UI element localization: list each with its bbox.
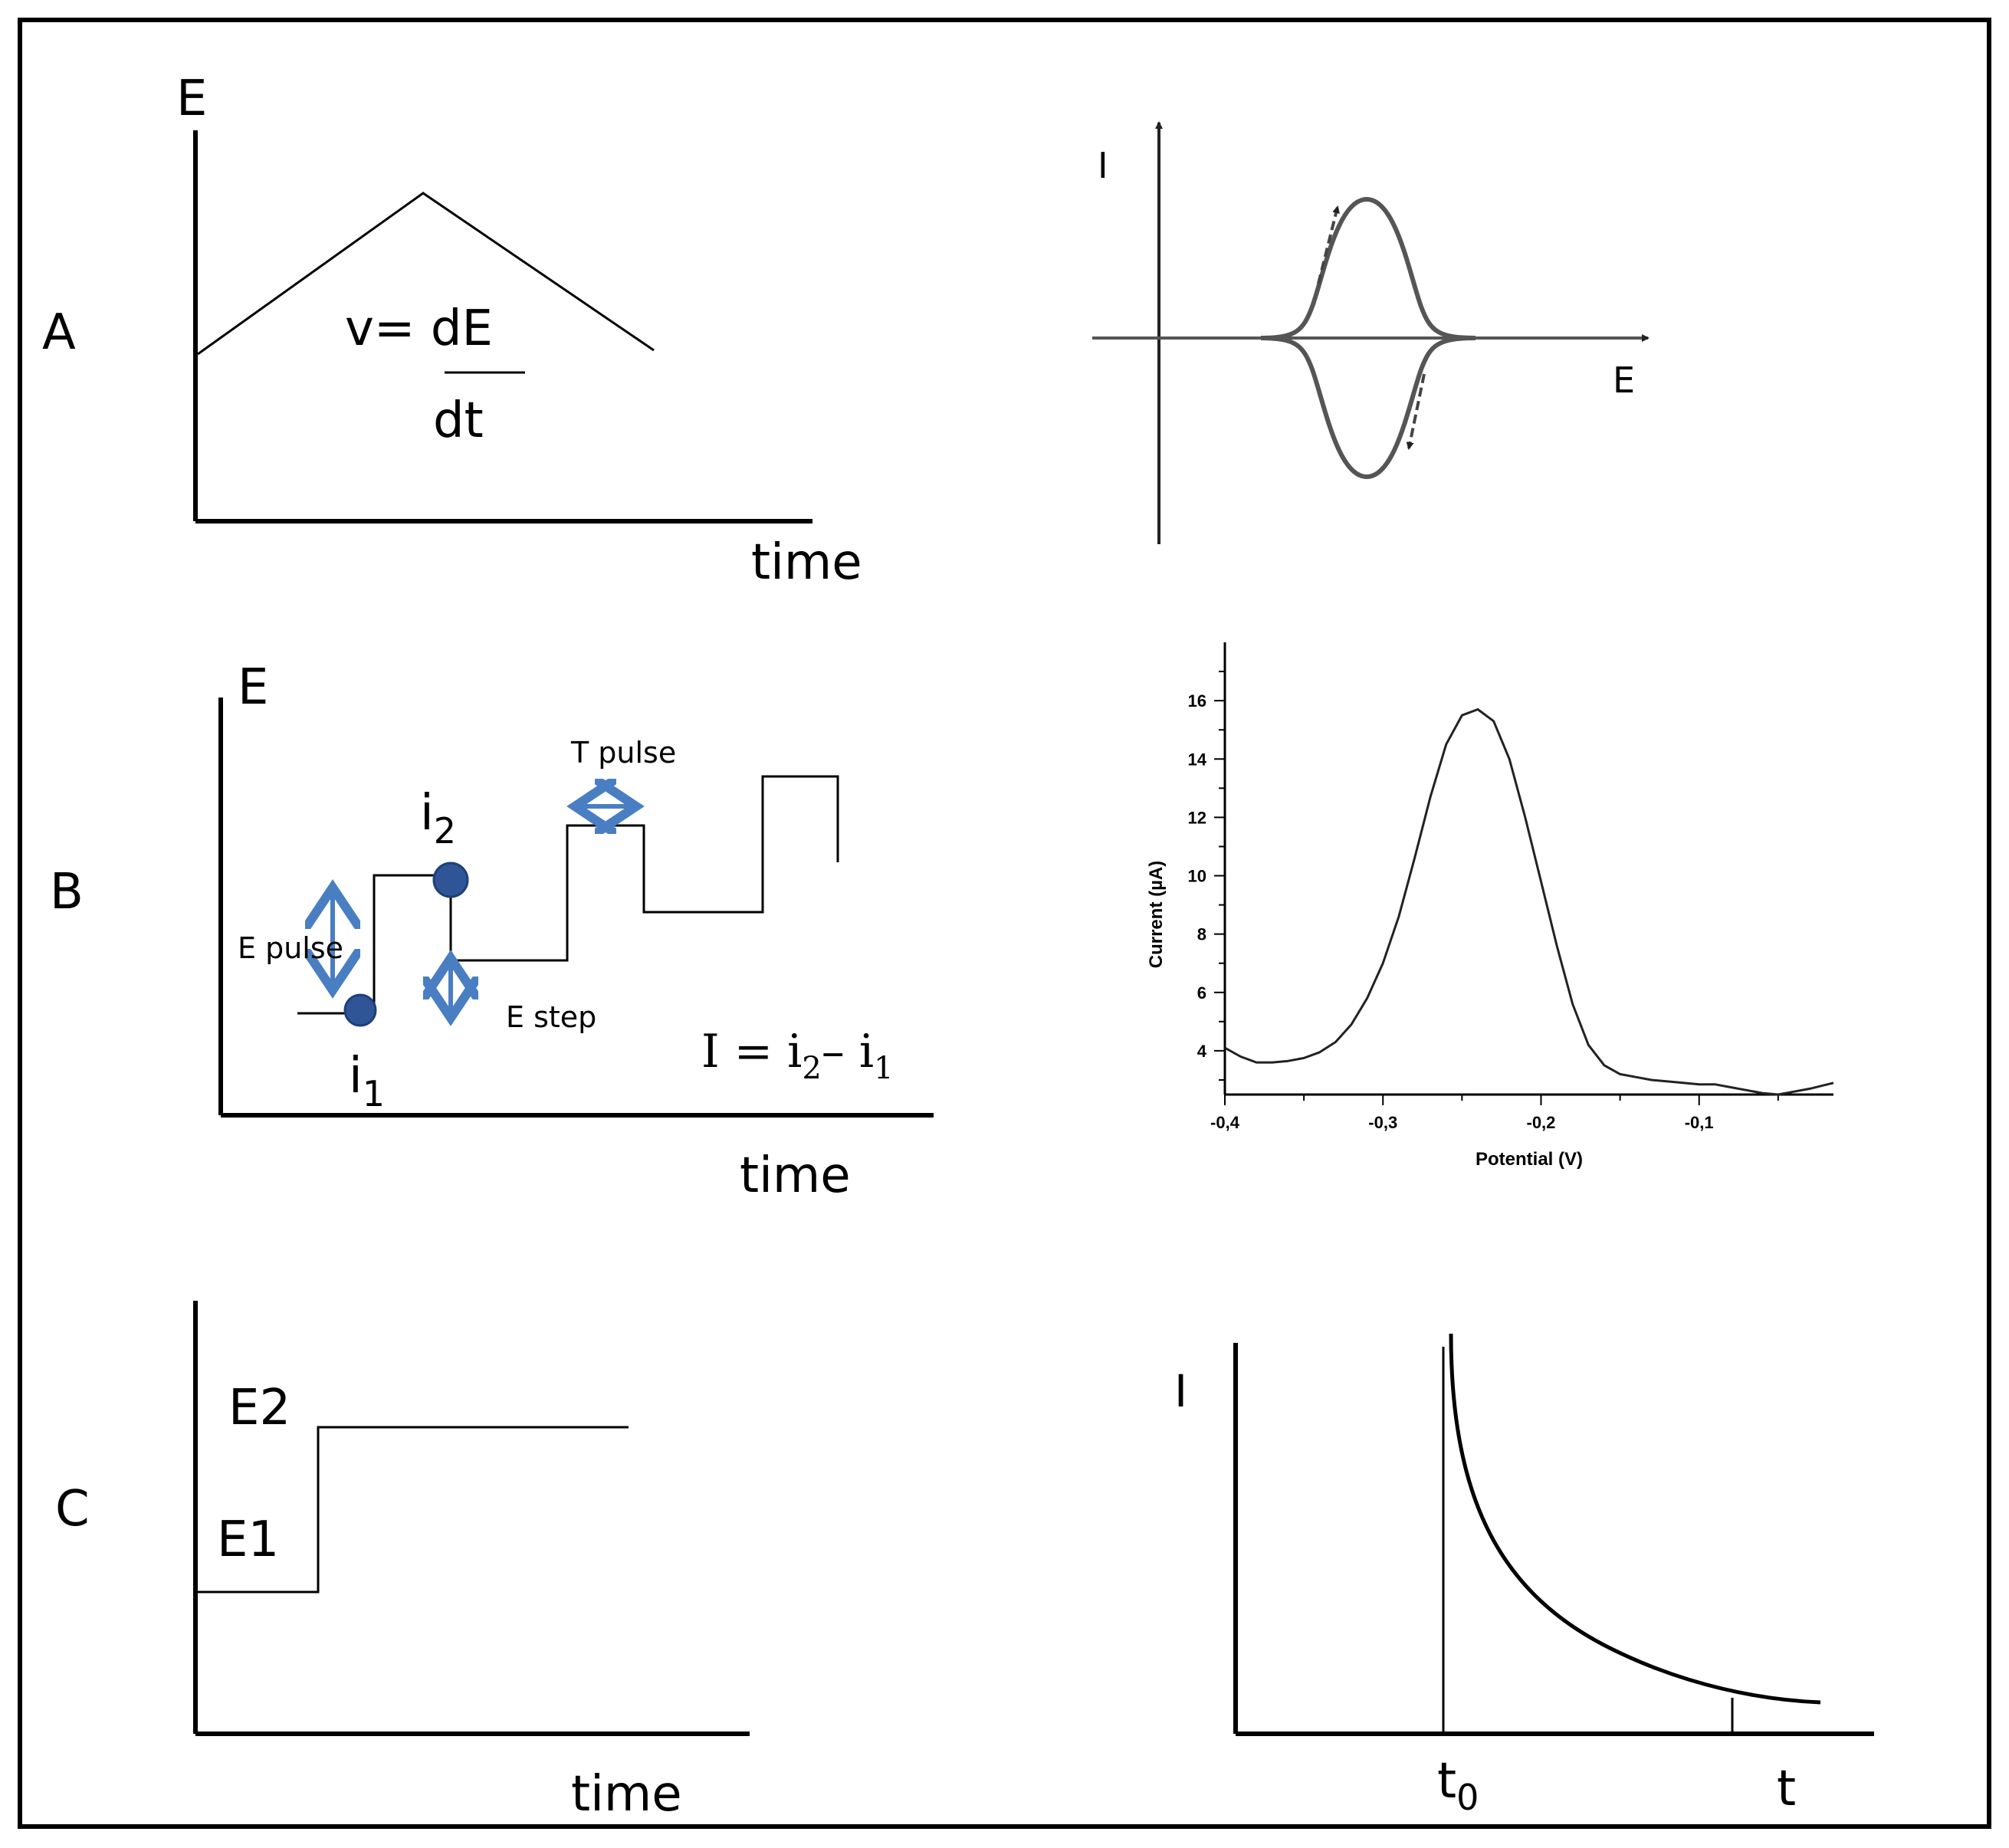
current-decay-curve: [1449, 1333, 1821, 1705]
e2-label: E2: [228, 1380, 291, 1436]
t-pulse-label: T pulse: [570, 736, 676, 770]
i1-label: i1: [349, 1048, 385, 1114]
dpv-y-tick-label: 10: [1188, 867, 1206, 886]
transient-y-label: I: [1174, 1365, 1187, 1417]
i1-sample-point: [343, 993, 377, 1027]
outer-frame: [18, 18, 1991, 1829]
panel-a-label: A: [42, 304, 76, 361]
dpv-x-tick-label: -0,4: [1210, 1113, 1240, 1132]
scan-rate-formula-numerator: v= dE: [345, 300, 493, 357]
dpv-x-tick-label: -0,3: [1368, 1113, 1397, 1132]
cv-oxidation-peak: [1260, 196, 1476, 340]
cv-y-label: I: [1098, 145, 1108, 186]
pulse-staircase-line: [297, 775, 839, 1015]
dpv-x-axis-label: Potential (V): [1476, 1149, 1583, 1170]
cv-x-label: E: [1613, 359, 1635, 401]
panel-c-potential-step: E2 E1 time: [193, 1301, 750, 1823]
t0-label: t0: [1437, 1753, 1479, 1818]
panel-c: C E2 E1 time I t0 t: [55, 1301, 1874, 1823]
panel-a: A E time v= dE dt I E: [42, 71, 1650, 591]
i2-sample-point: [432, 862, 469, 898]
panel-c-label: C: [55, 1481, 90, 1538]
potential-step-line: [198, 1426, 629, 1594]
t-label: t: [1777, 1761, 1796, 1817]
e-step-label: E step: [506, 1000, 596, 1034]
panel-b-pulse-waveform: E time E pulse E step T pulse i2 i1 I = …: [218, 659, 934, 1204]
panel-c-x-label: time: [571, 1766, 682, 1823]
dpv-y-tick-label: 6: [1197, 983, 1206, 1003]
panel-c-current-transient: I t0 t: [1174, 1333, 1874, 1818]
panel-b-label: B: [50, 864, 84, 921]
panel-b-x-label: time: [740, 1147, 851, 1204]
i2-label: i2: [420, 785, 456, 852]
panel-a-x-label: time: [751, 534, 862, 591]
panel-a-voltammogram: I E: [1092, 121, 1650, 544]
panel-a-y-label: E: [176, 71, 207, 127]
e1-label: E1: [217, 1512, 279, 1568]
dpv-y-tick-label: 12: [1188, 808, 1206, 827]
cv-reduction-peak: [1260, 336, 1476, 480]
dpv-chart: 4 6 8 10 12 14 16 -0,4 -0,3 -0,2 -0,1 Potential (V)…: [1146, 642, 1834, 1170]
dpv-y-tick-label: 16: [1188, 691, 1206, 711]
dpv-y-tick-label: 4: [1197, 1042, 1207, 1061]
dpv-x-tick-label: -0,2: [1527, 1113, 1556, 1132]
cv-reverse-arrow: [1406, 373, 1426, 450]
panel-b-y-label: E: [238, 659, 268, 716]
dpv-x-tick-label: -0,1: [1685, 1113, 1714, 1132]
triangular-sweep-line: [197, 192, 655, 356]
dpv-y-tick-label: 14: [1188, 750, 1207, 769]
dpv-y-axis-label: Current (µA): [1146, 861, 1167, 968]
panel-b: B E time E pulse E step T pulse i2 i1 I …: [50, 642, 1834, 1204]
dpv-y-tick-label: 8: [1197, 925, 1206, 944]
panel-a-potential-sweep: E time v= dE dt: [176, 71, 862, 591]
scan-rate-formula-denominator: dt: [433, 392, 484, 449]
dpv-series-line: [1224, 708, 1834, 1096]
differential-current-formula: I = i2– i1: [701, 1025, 893, 1086]
e-pulse-label: E pulse: [238, 931, 343, 965]
